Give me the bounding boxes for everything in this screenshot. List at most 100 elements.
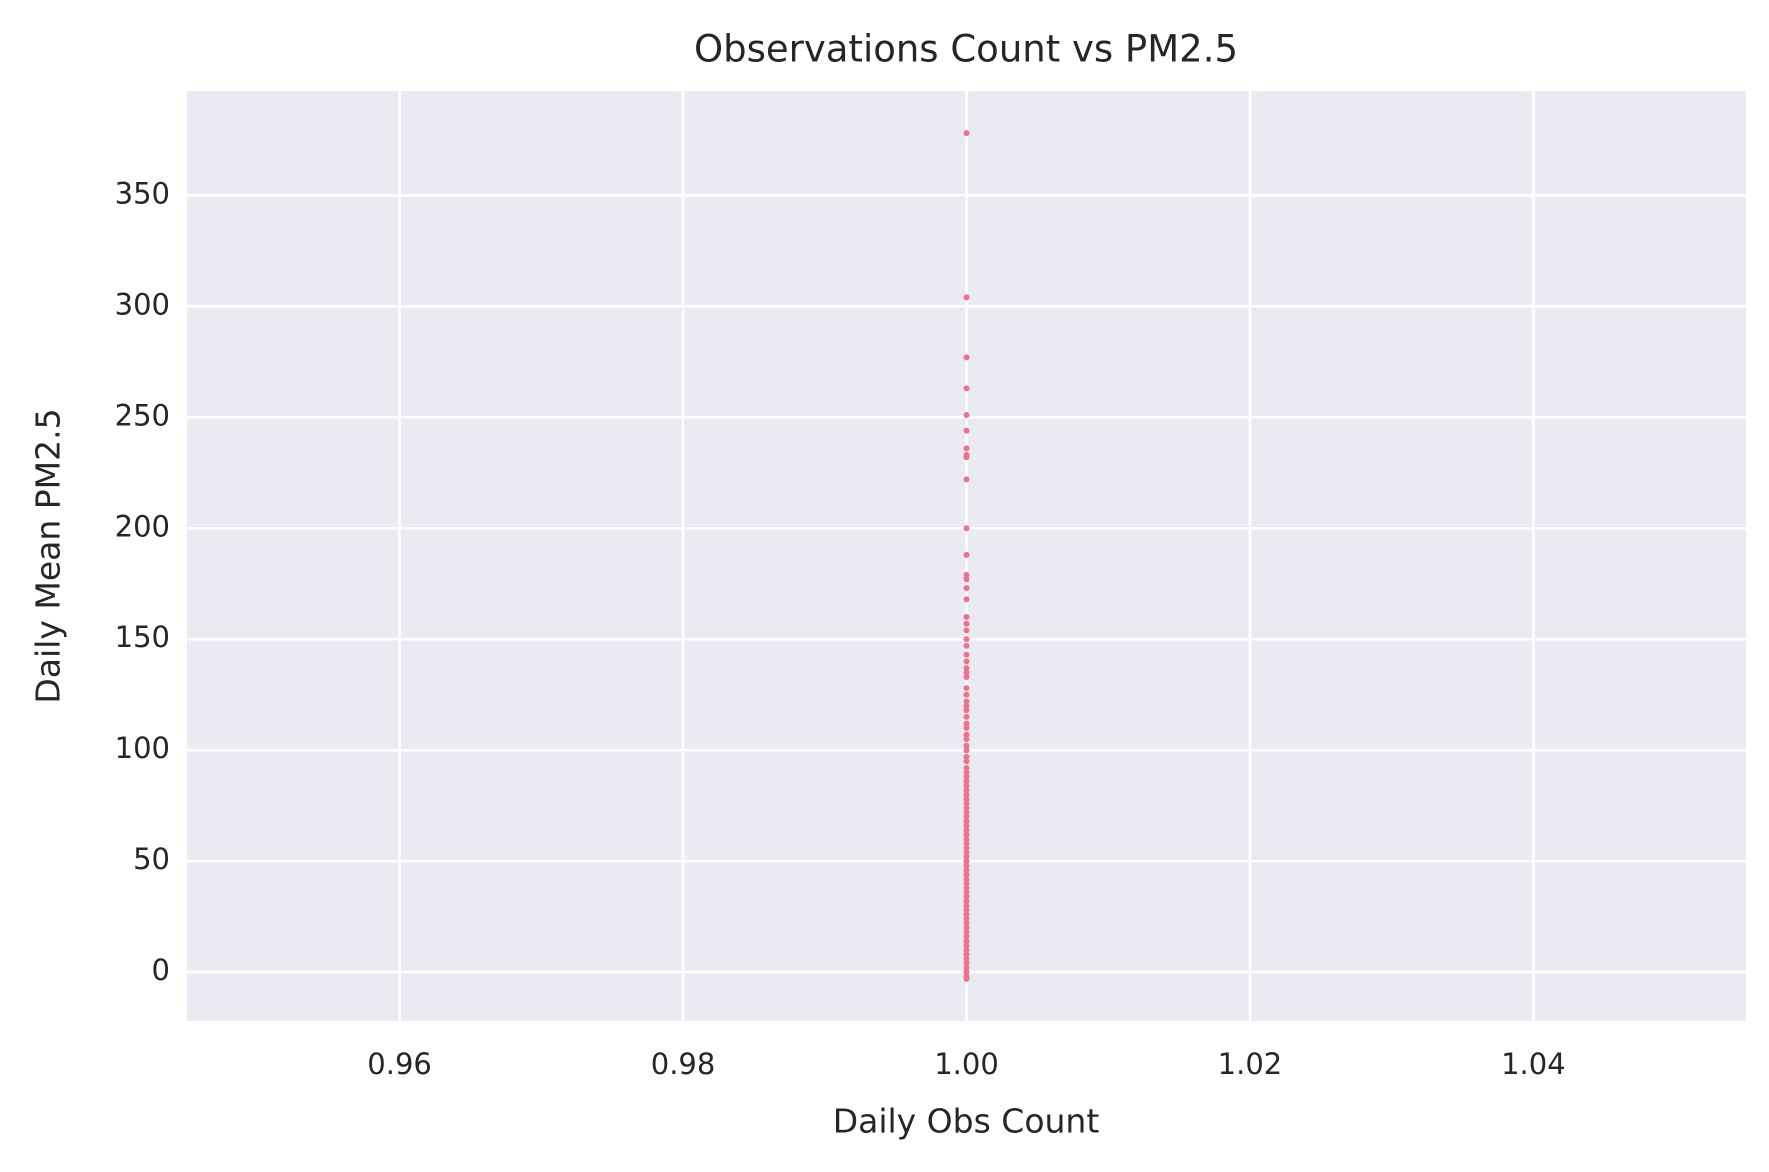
point xyxy=(963,907,970,914)
point xyxy=(963,385,970,392)
y-tick-label: 100 xyxy=(115,731,170,765)
x-tick-label: 1.02 xyxy=(1218,1047,1283,1081)
point xyxy=(963,673,970,680)
point xyxy=(963,915,970,922)
point xyxy=(963,929,970,936)
point xyxy=(963,782,970,789)
y-tick-label: 350 xyxy=(115,176,170,210)
point xyxy=(963,571,970,578)
point xyxy=(963,636,970,643)
point xyxy=(963,778,970,785)
point xyxy=(963,702,970,709)
point xyxy=(963,867,970,874)
point xyxy=(963,585,970,592)
x-tick-label: 1.00 xyxy=(934,1047,999,1081)
point xyxy=(963,862,970,869)
point xyxy=(963,787,970,794)
y-axis-label: Daily Mean PM2.5 xyxy=(29,408,68,703)
point xyxy=(963,871,970,878)
point xyxy=(963,902,970,909)
point xyxy=(963,827,970,834)
chart-title: Observations Count vs PM2.5 xyxy=(694,28,1238,71)
point xyxy=(963,813,970,820)
y-tick-label: 300 xyxy=(115,287,170,321)
point xyxy=(963,354,970,361)
point xyxy=(963,576,970,583)
point xyxy=(963,804,970,811)
point xyxy=(963,822,970,829)
point xyxy=(963,614,970,621)
point xyxy=(963,911,970,918)
point xyxy=(963,596,970,603)
point xyxy=(963,831,970,838)
point xyxy=(963,445,970,452)
point xyxy=(963,773,970,780)
point xyxy=(963,893,970,900)
point xyxy=(963,627,970,634)
point xyxy=(963,849,970,856)
point xyxy=(963,858,970,865)
point xyxy=(963,924,970,931)
point xyxy=(963,707,970,714)
point xyxy=(963,620,970,627)
point xyxy=(963,753,970,760)
point xyxy=(963,476,970,483)
point xyxy=(963,933,970,940)
point xyxy=(963,642,970,649)
x-tick-label: 0.96 xyxy=(367,1047,432,1081)
point xyxy=(963,969,970,976)
x-tick-label: 0.98 xyxy=(651,1047,716,1081)
point xyxy=(963,818,970,825)
point xyxy=(963,525,970,532)
point xyxy=(963,130,970,137)
point xyxy=(963,840,970,847)
point xyxy=(963,898,970,905)
point xyxy=(963,736,970,743)
point xyxy=(963,731,970,738)
point xyxy=(963,938,970,945)
point xyxy=(963,960,970,967)
x-tick-label: 1.04 xyxy=(1501,1047,1566,1081)
point xyxy=(963,835,970,842)
point xyxy=(963,742,970,749)
y-tick-label: 0 xyxy=(152,953,170,987)
point xyxy=(963,889,970,896)
point xyxy=(963,853,970,860)
y-tick-label: 250 xyxy=(115,398,170,432)
point xyxy=(963,946,970,953)
point xyxy=(963,698,970,705)
x-axis-label: Daily Obs Count xyxy=(833,1102,1100,1141)
point xyxy=(963,454,970,461)
point xyxy=(963,942,970,949)
point xyxy=(963,725,970,732)
y-tick-label: 200 xyxy=(115,509,170,543)
point xyxy=(963,844,970,851)
point xyxy=(963,955,970,962)
point xyxy=(963,713,970,720)
point xyxy=(963,651,970,658)
point xyxy=(963,920,970,927)
point xyxy=(963,551,970,558)
point xyxy=(963,758,970,765)
point xyxy=(963,791,970,798)
point xyxy=(963,875,970,882)
point xyxy=(963,720,970,727)
point xyxy=(963,769,970,776)
point xyxy=(963,975,970,982)
point xyxy=(963,951,970,958)
y-tick-label: 50 xyxy=(133,842,170,876)
point xyxy=(963,796,970,803)
point xyxy=(963,412,970,419)
point xyxy=(963,669,970,676)
point xyxy=(963,884,970,891)
point xyxy=(963,880,970,887)
point xyxy=(963,964,970,971)
point xyxy=(963,764,970,771)
point xyxy=(963,658,970,665)
point xyxy=(963,685,970,692)
point xyxy=(963,665,970,672)
point xyxy=(963,809,970,816)
point xyxy=(963,427,970,434)
